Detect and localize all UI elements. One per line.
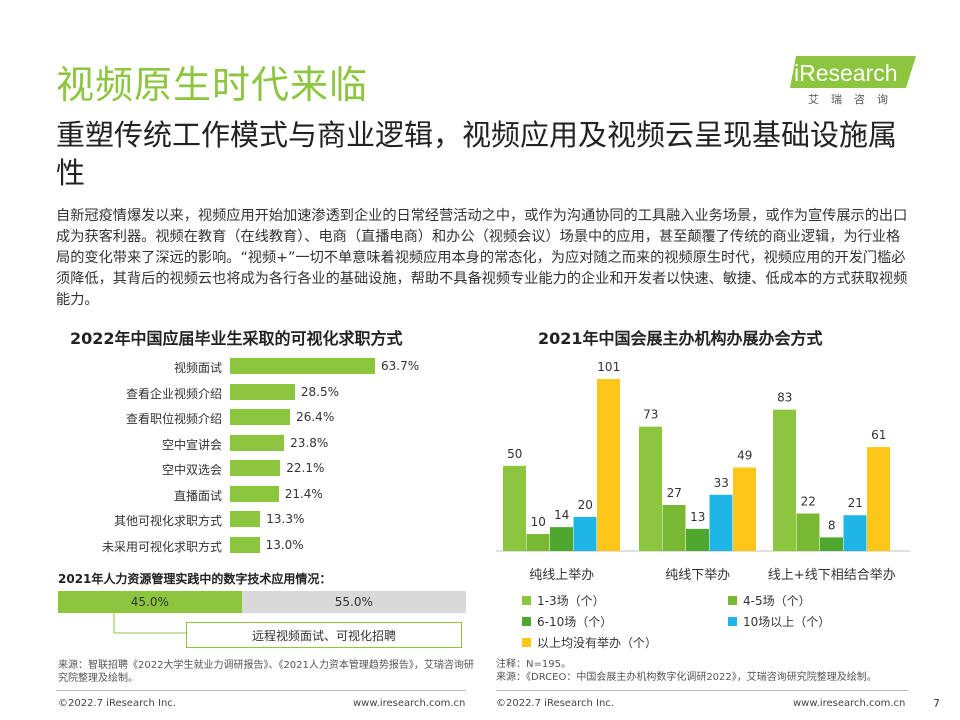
vbar-value-label: 27	[667, 486, 682, 500]
vbar-category-label: 线上+线下相结合举办	[768, 568, 896, 583]
vbar-value-label: 8	[828, 518, 836, 532]
legend-swatch	[728, 617, 737, 626]
vbar-value-label: 73	[643, 408, 658, 422]
hbar-value-label: 28.5%	[300, 384, 339, 399]
vbar-bar	[796, 513, 820, 551]
right-chart-legend: 1-3场（个） 4-5场（个） 6-10场（个） 10场以上（个） 以上均没有举办（个）	[522, 592, 922, 652]
page-subtitle: 重塑传统工作模式与商业逻辑，视频应用及视频云呈现基础设施属性	[56, 118, 898, 190]
vbar-bar	[573, 516, 597, 551]
legend-label: 10场以上（个）	[743, 615, 831, 629]
hbar-category-label: 查看企业视频介绍	[125, 386, 222, 401]
hbar-category-label: 查看职位视频介绍	[125, 412, 222, 426]
legend-item: 6-10场（个）	[522, 613, 612, 630]
vbar-category-label: 纯线上举办	[529, 568, 594, 583]
intro-paragraph: 自新冠疫情爆发以来，视频应用开始加速渗透到企业的日常经营活动之中，或作为沟通协同…	[56, 208, 908, 308]
vbar-value-label: 83	[777, 391, 792, 405]
vbar-value-label: 49	[737, 449, 752, 463]
hbar-category-label: 视频面试	[173, 361, 222, 375]
right-source: 来源：《DRCEO：中国会展主办机构数字化调研2022》，艾瑞咨询研究院整理及绘…	[496, 672, 877, 683]
footer-divider-left	[56, 690, 466, 691]
legend-swatch	[522, 617, 531, 626]
left-chart-title: 2022年中国应届毕业生采取的可视化求职方式	[70, 329, 403, 348]
hbar-value-label: 21.4%	[284, 486, 323, 501]
vbar-bar	[867, 447, 890, 551]
right-chart-title: 2021年中国会展主办机构办展办会方式	[538, 329, 823, 348]
vbar-bar	[526, 533, 550, 551]
digital-tech-title: 2021年人力资源管理实践中的数字技术应用情况：	[58, 572, 332, 586]
hbar-bar	[230, 511, 261, 527]
legend-item: 以上均没有举办（个）	[522, 634, 657, 651]
vbar-bar	[686, 528, 709, 551]
vbar-value-label: 21	[848, 496, 863, 510]
hbar-value-label: 22.1%	[286, 461, 325, 475]
legend-item: 1-3场（个）	[522, 592, 605, 609]
legend-label: 以上均没有举办（个）	[537, 636, 658, 650]
hbar-value-label: 63.7%	[381, 359, 420, 373]
vbar-bar	[843, 515, 867, 551]
vbar-bar	[597, 379, 620, 551]
footer-copyright-right: ©2022.7 iResearch Inc.	[496, 698, 614, 709]
vbar-category-label: 纯线下举办	[665, 568, 730, 583]
hbar-value-label: 13.0%	[265, 537, 304, 552]
digital-tech-bar: 45.0% 55.0%	[58, 591, 466, 613]
digital-tech-used-segment: 45.0%	[58, 591, 242, 613]
left-source: 来源：智联招聘《2022大学生就业力调研报告》、《2021人力资本管理趋势报告》…	[58, 660, 474, 684]
digital-tech-callout: 远程视频面试、可视化招聘	[186, 622, 462, 648]
footer-url-left[interactable]: www.iresearch.com.cn	[353, 698, 466, 709]
legend-swatch	[728, 596, 737, 605]
vbar-value-label: 10	[531, 515, 546, 529]
hbar-bar	[230, 434, 285, 451]
hbar-category-label: 其他可视化求职方式	[113, 514, 222, 528]
hbar-category-label: 未采用可视化求职方式	[101, 539, 222, 554]
vbar-value-label: 22	[801, 495, 816, 509]
hbar-bar	[230, 358, 375, 374]
vbar-value-label: 20	[578, 498, 593, 512]
logo-text: iResearch	[794, 60, 898, 86]
footer-copyright-left: ©2022.7 iResearch Inc.	[58, 698, 176, 709]
hbar-bar	[230, 409, 291, 425]
vbar-bar	[550, 527, 573, 551]
digital-tech-unused-segment: 55.0%	[241, 591, 466, 613]
callout-connector	[113, 613, 186, 634]
vbar-bar	[733, 467, 756, 551]
hbar-category-label: 空中双选会	[161, 463, 222, 477]
logo-subtext: 艾瑞咨询	[808, 93, 900, 106]
hbar-bar	[230, 536, 260, 553]
vbar-bar	[773, 409, 796, 551]
vbar-value-label: 50	[507, 447, 522, 461]
legend-item: 4-5场（个）	[728, 592, 811, 609]
footer-divider-right	[496, 690, 908, 691]
vbar-value-label: 101	[597, 360, 620, 374]
vbar-bar	[820, 537, 843, 551]
hbar-bar	[230, 383, 295, 400]
hbar-value-label: 26.4%	[296, 410, 335, 424]
legend-label: 6-10场（个）	[537, 615, 613, 629]
vbar-bar	[639, 426, 662, 551]
hbar-value-label: 23.8%	[290, 435, 329, 450]
right-bar-chart: 50 10 14 20 101 纯线上举办 73 27 13 33 49 纯线下举办 83 22 8 21 61…	[496, 360, 910, 583]
hbar-value-label: 13.3%	[266, 512, 305, 526]
legend-item: 10场以上（个）	[728, 613, 830, 630]
hbar-category-label: 直播面试	[173, 488, 222, 503]
vbar-bar	[503, 465, 526, 551]
page-title: 视频原生时代来临	[56, 63, 369, 107]
legend-label: 4-5场（个）	[743, 594, 811, 608]
legend-label: 1-3场（个）	[537, 594, 605, 608]
page-number: 7	[933, 697, 940, 710]
vbar-value-label: 14	[554, 508, 569, 522]
vbar-value-label: 13	[690, 510, 705, 524]
iresearch-logo	[790, 56, 916, 88]
vbar-bar	[662, 505, 686, 551]
legend-swatch	[522, 596, 531, 605]
right-note: 注释：N=195。	[496, 659, 571, 670]
footer-url-right[interactable]: www.iresearch.com.cn	[793, 698, 906, 709]
vbar-value-label: 61	[871, 428, 886, 442]
vbar-bar	[709, 494, 733, 551]
vbar-value-label: 33	[714, 476, 729, 490]
legend-swatch	[522, 638, 531, 647]
hbar-bar	[230, 460, 281, 476]
hbar-bar	[230, 485, 279, 502]
hbar-category-label: 空中宣讲会	[161, 437, 222, 452]
